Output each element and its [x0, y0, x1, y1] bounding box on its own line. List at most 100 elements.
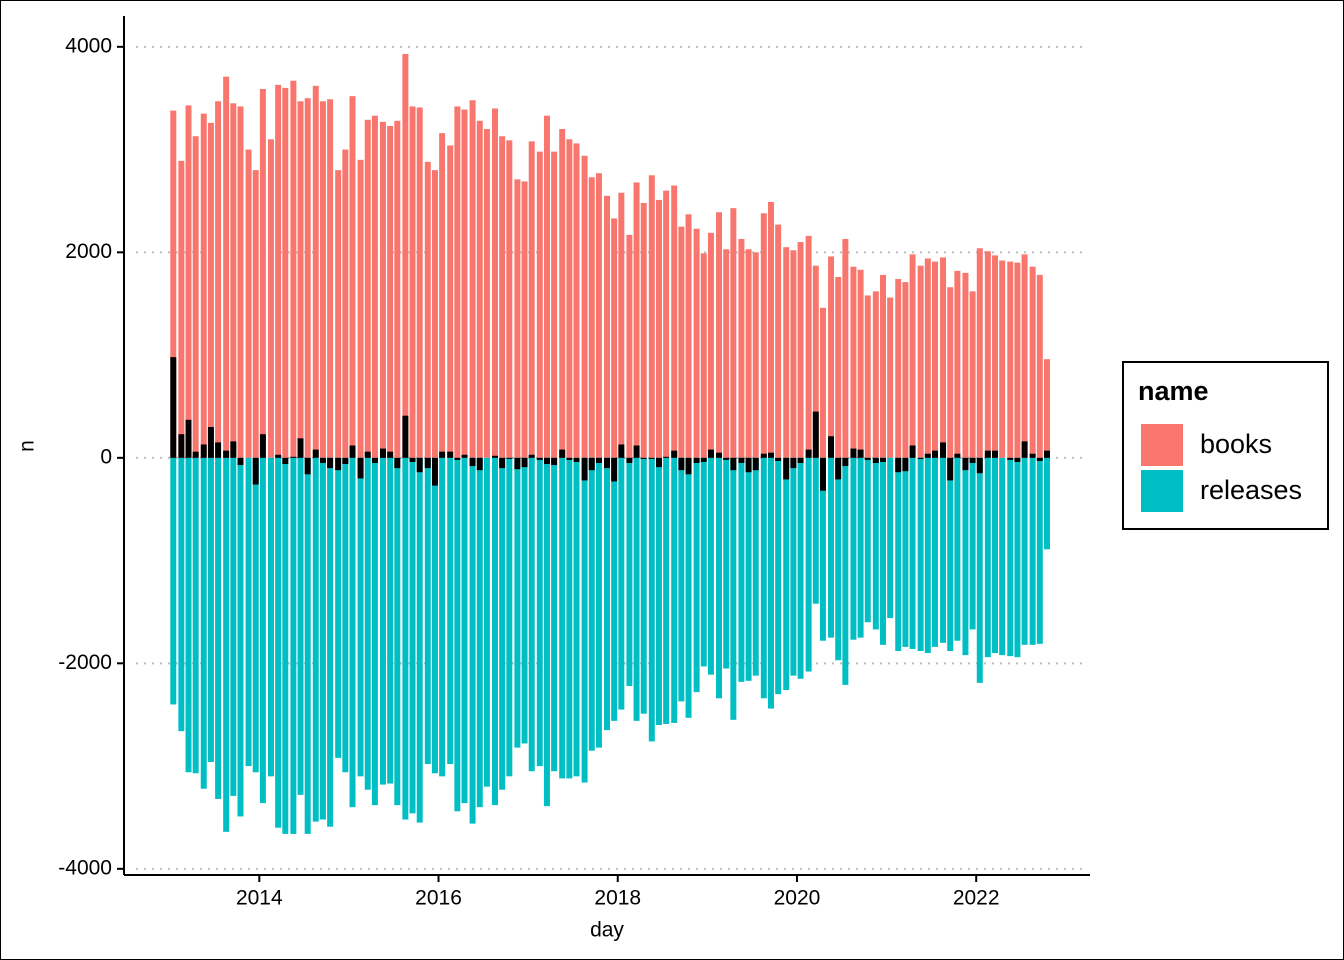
bar	[655, 457, 662, 468]
y-axis-title: n	[16, 440, 39, 452]
bar	[931, 261, 938, 458]
bar	[1014, 457, 1021, 658]
bar	[835, 457, 842, 480]
bar	[917, 457, 924, 652]
bar	[872, 457, 879, 630]
bar	[559, 129, 566, 458]
bar	[984, 457, 991, 658]
bar	[192, 457, 199, 774]
bar	[566, 139, 573, 458]
bar	[872, 291, 879, 458]
bar	[857, 269, 864, 458]
bar	[902, 282, 909, 458]
bar	[357, 457, 364, 479]
bar	[1014, 457, 1021, 462]
bar	[379, 457, 386, 785]
bar	[379, 121, 386, 458]
bar	[909, 457, 916, 649]
bar	[655, 199, 662, 458]
bar	[940, 257, 947, 458]
bar	[252, 170, 259, 458]
legend-swatch	[1141, 424, 1183, 466]
bar	[223, 76, 230, 458]
bar	[828, 457, 835, 638]
bar	[797, 457, 804, 679]
bar	[738, 238, 745, 458]
bar	[626, 457, 633, 686]
x-tick-label: 2018	[594, 887, 641, 910]
bar	[170, 357, 177, 458]
bar	[723, 457, 730, 460]
bar	[588, 177, 595, 458]
bar	[828, 256, 835, 458]
bar	[678, 226, 685, 458]
y-tick-label: 2000	[65, 240, 112, 263]
bar	[895, 457, 902, 652]
bar	[483, 129, 490, 458]
bar	[693, 228, 700, 458]
bars	[170, 54, 1050, 834]
bar	[716, 457, 722, 699]
bar	[671, 185, 678, 458]
bar	[192, 451, 199, 458]
bar	[1036, 274, 1043, 458]
bar	[215, 101, 222, 458]
bar	[297, 438, 304, 458]
bar	[790, 250, 797, 458]
bar	[604, 195, 610, 458]
bar	[409, 457, 416, 814]
bar	[492, 457, 498, 806]
bar	[768, 452, 774, 458]
bar	[671, 450, 678, 458]
bar	[812, 265, 819, 458]
bar	[469, 457, 476, 467]
bar	[962, 457, 969, 656]
bar	[185, 419, 192, 458]
bar	[536, 457, 543, 460]
bar	[178, 160, 185, 458]
bar	[976, 248, 983, 458]
bar	[327, 457, 334, 827]
bar	[648, 457, 655, 459]
bar	[469, 457, 476, 824]
bar	[633, 457, 640, 721]
bar	[864, 457, 871, 460]
bar	[760, 453, 767, 458]
bar	[290, 456, 297, 458]
bar	[237, 106, 244, 458]
bar	[887, 457, 894, 619]
bar	[805, 457, 812, 672]
bar	[416, 107, 423, 458]
bar	[604, 457, 610, 469]
bar	[663, 457, 670, 724]
bar	[492, 108, 498, 458]
bar	[200, 457, 207, 789]
bar	[850, 266, 857, 458]
bar	[768, 457, 774, 709]
bar	[573, 457, 580, 777]
bar	[700, 253, 707, 458]
bar	[999, 457, 1006, 656]
bar	[707, 232, 714, 458]
bar	[1029, 457, 1036, 645]
bar	[1036, 457, 1043, 644]
bar	[716, 452, 722, 458]
bar	[640, 203, 647, 458]
bar	[521, 457, 528, 744]
bar	[454, 457, 461, 812]
y-tick-label: 0	[100, 445, 112, 468]
bar	[223, 450, 230, 458]
bar	[633, 445, 640, 458]
bar	[290, 80, 297, 458]
bar	[745, 457, 752, 473]
bar	[454, 457, 461, 460]
bar	[536, 457, 543, 767]
bar	[947, 457, 954, 481]
bar	[626, 457, 633, 463]
bar	[200, 113, 207, 458]
bar	[835, 276, 842, 458]
bar	[371, 115, 378, 458]
bar	[954, 270, 961, 458]
bar	[633, 182, 640, 458]
bar	[857, 449, 864, 458]
